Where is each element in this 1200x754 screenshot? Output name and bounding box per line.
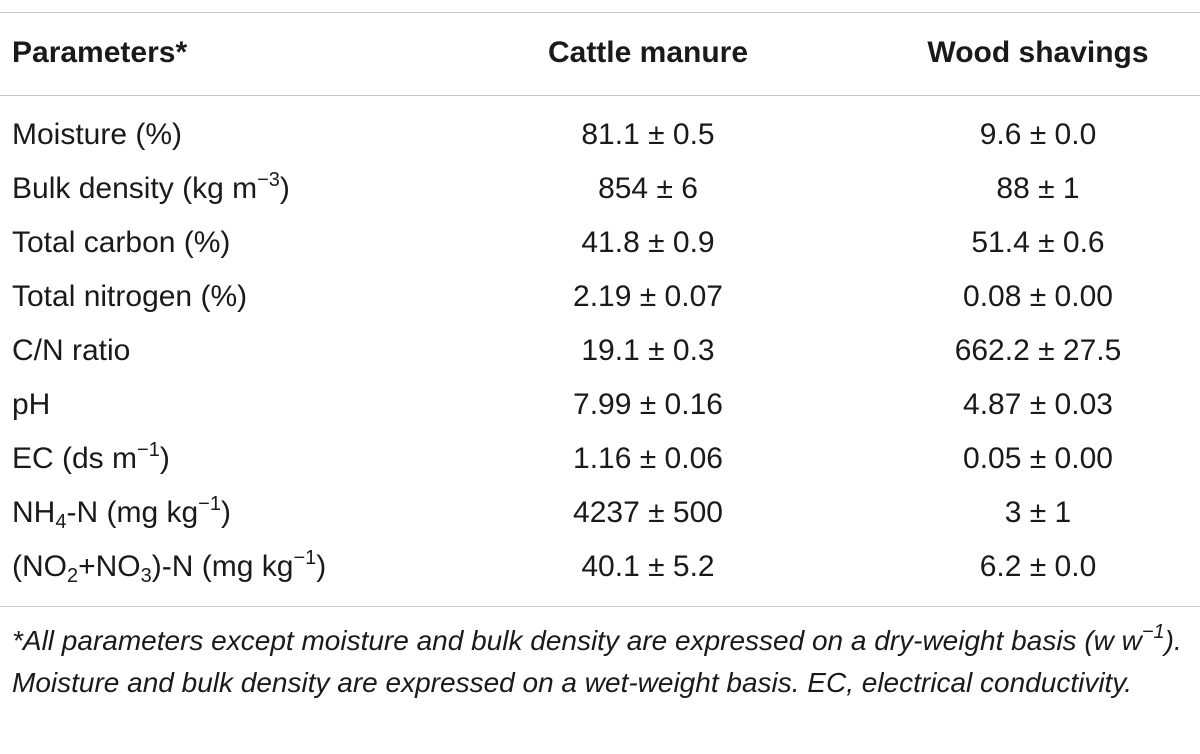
row-wood-value: 0.08 ± 0.00	[963, 280, 1113, 313]
table-top-rule	[0, 12, 1200, 13]
header-wood-shavings: Wood shavings	[927, 36, 1149, 69]
row-wood-value: 3 ± 1	[1004, 496, 1072, 529]
row-cattle-value: 40.1 ± 5.2	[581, 550, 715, 583]
row-wood-value: 662.2 ± 27.5	[954, 334, 1122, 367]
row-cattle-value: 1.16 ± 0.06	[573, 442, 723, 475]
table-row: pH 7.99 ± 0.16 4.87 ± 0.03	[0, 378, 1200, 432]
table-row: (NO2+NO3)-N (mg kg−1) 40.1 ± 5.2 6.2 ± 0…	[0, 540, 1200, 594]
row-cattle-value: 41.8 ± 0.9	[581, 226, 715, 259]
row-wood-value: 6.2 ± 0.0	[979, 550, 1097, 583]
table-body: Moisture (%) 81.1 ± 0.5 9.6 ± 0.0 Bulk d…	[0, 108, 1200, 594]
row-parameter: EC (ds m−1)	[12, 439, 170, 475]
table-header-row: Parameters* Cattle manure Wood shavings	[0, 30, 1200, 76]
row-cattle-value: 7.99 ± 0.16	[573, 388, 723, 421]
table-footnote: *All parameters except moisture and bulk…	[12, 621, 1182, 698]
table-row: Moisture (%) 81.1 ± 0.5 9.6 ± 0.0	[0, 108, 1200, 162]
table-row: Bulk density (kg m−3) 854 ± 6 88 ± 1	[0, 162, 1200, 216]
row-cattle-value: 19.1 ± 0.3	[581, 334, 715, 367]
table-row: C/N ratio 19.1 ± 0.3 662.2 ± 27.5	[0, 324, 1200, 378]
row-parameter: C/N ratio	[12, 334, 131, 367]
row-cattle-value: 2.19 ± 0.07	[573, 280, 723, 313]
row-cattle-value: 4237 ± 500	[573, 496, 723, 529]
row-parameter: Total nitrogen (%)	[12, 280, 248, 313]
row-parameter: Total carbon (%)	[12, 226, 231, 259]
row-parameter: pH	[12, 388, 51, 421]
row-cattle-value: 81.1 ± 0.5	[581, 118, 715, 151]
row-wood-value: 0.05 ± 0.00	[963, 442, 1113, 475]
header-cattle-manure: Cattle manure	[547, 36, 749, 69]
table-row: NH4-N (mg kg−1) 4237 ± 500 3 ± 1	[0, 486, 1200, 540]
row-wood-value: 4.87 ± 0.03	[963, 388, 1113, 421]
table-row: Total nitrogen (%) 2.19 ± 0.07 0.08 ± 0.…	[0, 270, 1200, 324]
row-parameter: Moisture (%)	[12, 118, 183, 151]
row-wood-value: 9.6 ± 0.0	[979, 118, 1097, 151]
row-parameter: (NO2+NO3)-N (mg kg−1)	[12, 547, 327, 587]
table-row: EC (ds m−1) 1.16 ± 0.06 0.05 ± 0.00	[0, 432, 1200, 486]
table-header-rule	[0, 95, 1200, 96]
row-wood-value: 51.4 ± 0.6	[971, 226, 1105, 259]
row-wood-value: 88 ± 1	[996, 172, 1080, 205]
row-cattle-value: 854 ± 6	[598, 172, 698, 205]
row-parameter: NH4-N (mg kg−1)	[12, 493, 231, 533]
header-parameters: Parameters*	[12, 36, 188, 69]
table-row: Total carbon (%) 41.8 ± 0.9 51.4 ± 0.6	[0, 216, 1200, 270]
row-parameter: Bulk density (kg m−3)	[12, 169, 290, 205]
table-bottom-rule	[0, 606, 1200, 607]
